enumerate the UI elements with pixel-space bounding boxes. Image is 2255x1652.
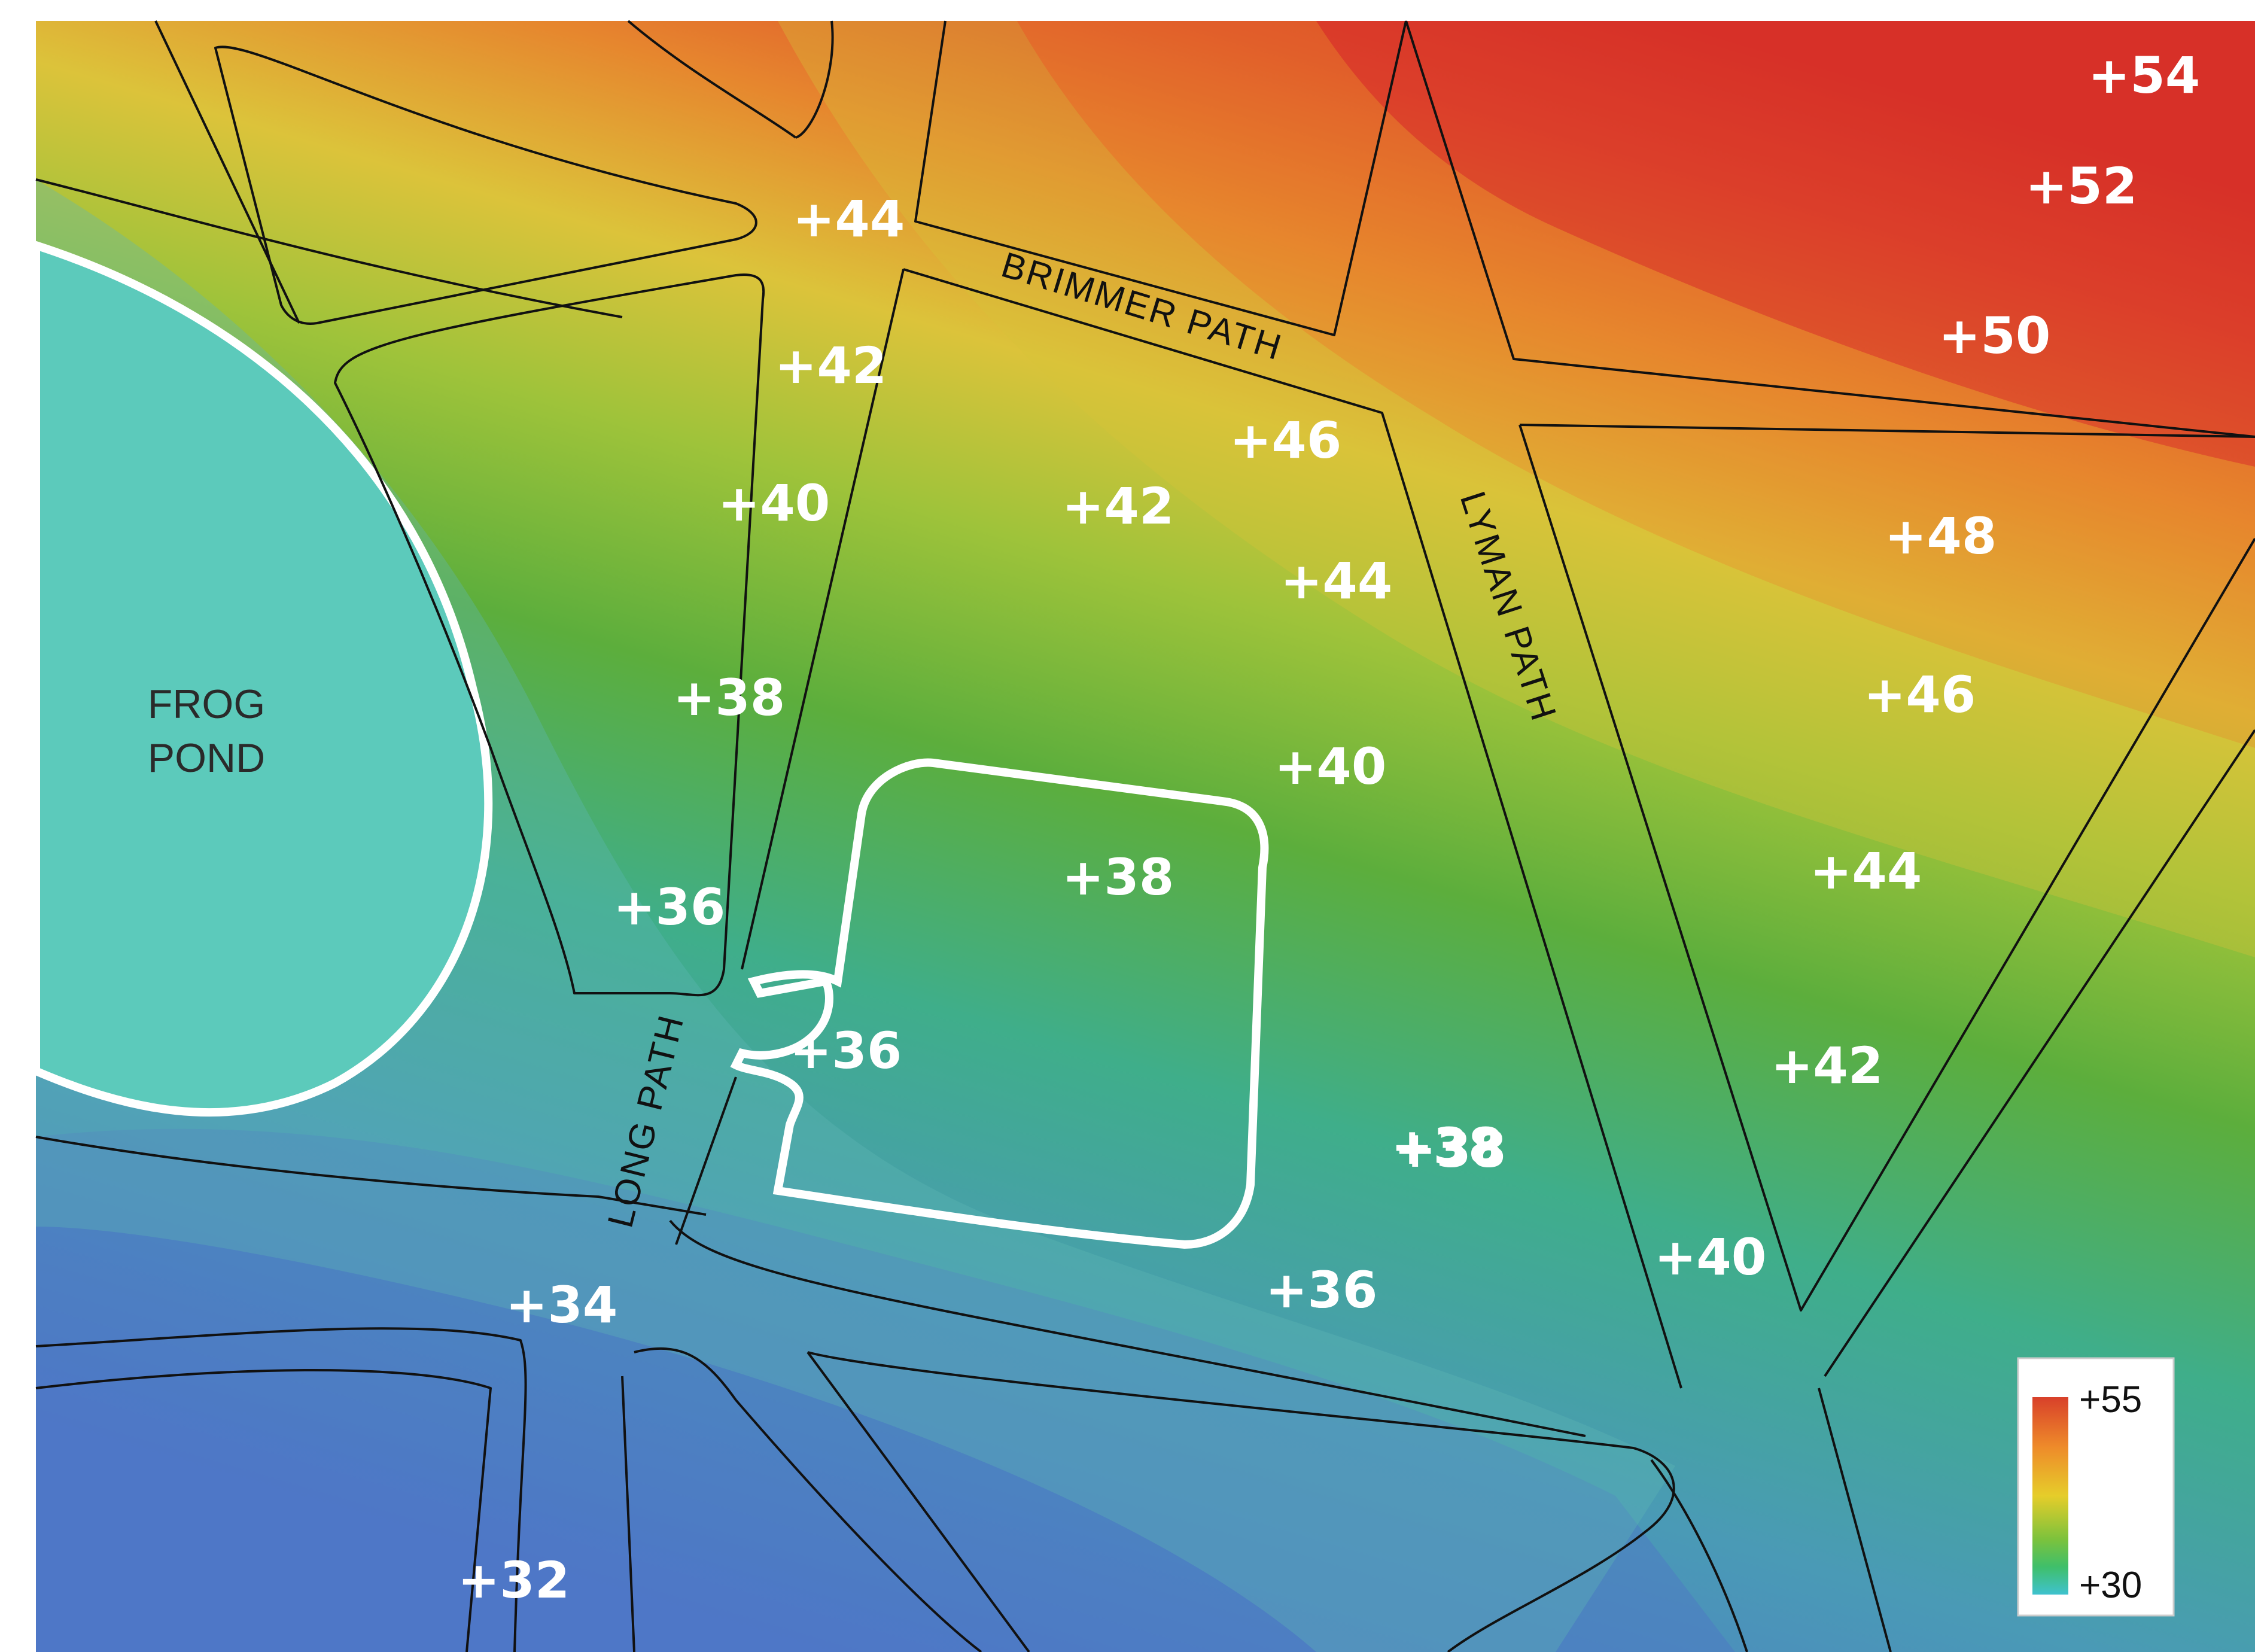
legend-color-bar: [2032, 1397, 2068, 1595]
elevation-label: +38: [1394, 1120, 1506, 1179]
contour-band-lowland: [36, 1128, 1735, 1652]
legend-min-label: +30: [2079, 1565, 2142, 1606]
elevation-label: +42: [775, 336, 887, 395]
contour-band-high: [1316, 21, 2255, 467]
contour-band-yellow: [778, 21, 2255, 957]
elevation-label: +36: [1265, 1261, 1377, 1319]
pond-label-line1: FROG: [148, 682, 265, 727]
legend: +55 +30: [2017, 1357, 2175, 1617]
elevation-label: +44: [793, 190, 905, 248]
fenced-area: [730, 758, 1269, 1249]
elevation-label: +36: [613, 878, 725, 936]
frog-pond: [32, 239, 493, 1117]
elevation-labels: +54 +52 +50 +48 +46 +44 +42 +40 +38 +36 …: [458, 46, 2200, 1610]
elevation-label: +38: [1062, 848, 1174, 906]
elevation-label: +46: [1230, 411, 1341, 470]
elevation-label: +40: [1654, 1228, 1766, 1286]
elevation-label: +36: [1265, 1261, 1377, 1319]
contour-band-teal: [36, 180, 1675, 1652]
elevation-label: +44: [1280, 552, 1392, 610]
elevation-label: +46: [1864, 665, 1976, 724]
elevation-label: +34: [506, 1276, 617, 1334]
terrain-layer: [36, 21, 2255, 1652]
elevation-label: +54: [2088, 46, 2200, 105]
elevation-label: +38: [1391, 1117, 1503, 1176]
elevation-label: +36: [790, 1021, 902, 1080]
elevation-label: +42: [1771, 1036, 1883, 1095]
elevation-label: +32: [458, 1551, 570, 1610]
legend-max-label: +55: [2079, 1379, 2142, 1420]
elevation-label: +40: [1654, 1228, 1766, 1286]
elevation-label: +38: [673, 668, 785, 727]
elevation-label: +52: [2025, 157, 2137, 215]
path-network: [35, 20, 2255, 1652]
elevation-label: +42: [1062, 477, 1174, 536]
elevation-label: +48: [1885, 507, 1997, 565]
elevation-label: +40: [1274, 737, 1386, 796]
contour-band-orange: [1017, 21, 2255, 748]
elevation-label: +42: [1771, 1036, 1883, 1095]
pond-label-line2: POND: [148, 735, 265, 781]
elevation-label: +40: [718, 474, 830, 533]
elevation-label: +50: [1938, 306, 2050, 365]
elevation-label: +44: [1810, 842, 1922, 900]
